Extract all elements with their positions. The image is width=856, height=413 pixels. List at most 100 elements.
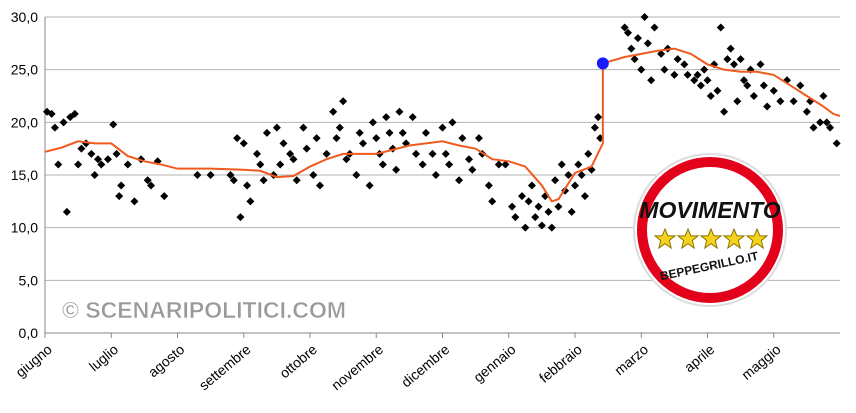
data-point: [74, 160, 83, 169]
data-point: [243, 181, 252, 190]
data-point: [630, 55, 639, 64]
data-point: [564, 171, 573, 179]
data-point: [726, 44, 735, 53]
data-point: [518, 192, 526, 201]
x-tick-label: dicembre: [398, 341, 453, 390]
x-tick-label: novembre: [328, 341, 386, 393]
data-point: [239, 139, 248, 148]
data-point: [703, 76, 712, 85]
data-point: [534, 202, 543, 211]
data-point: [385, 128, 394, 137]
x-tick-label: agosto: [145, 341, 188, 380]
data-point: [70, 109, 79, 118]
data-point: [408, 113, 417, 122]
data-point: [816, 118, 825, 127]
data-point: [657, 49, 666, 58]
data-point: [763, 102, 772, 111]
data-point: [756, 60, 765, 69]
data-point: [378, 160, 387, 169]
data-point: [468, 165, 477, 174]
data-point: [262, 128, 271, 137]
data-point: [465, 155, 473, 164]
data-point: [309, 171, 318, 179]
data-point: [527, 181, 536, 190]
data-point: [259, 176, 268, 185]
data-point: [511, 213, 520, 222]
data-point: [352, 171, 361, 179]
data-point: [557, 160, 566, 169]
data-point: [700, 65, 709, 74]
data-point: [253, 149, 261, 158]
data-point: [743, 81, 752, 90]
data-point: [577, 171, 586, 179]
data-point: [233, 134, 242, 143]
data-point: [428, 149, 437, 158]
data-point: [673, 55, 682, 64]
x-tick-label: ottobre: [276, 341, 320, 381]
data-point: [624, 28, 632, 37]
data-point: [670, 70, 679, 79]
data-point: [730, 60, 738, 69]
data-point: [488, 197, 497, 206]
logo: MOVIMENTO BEPPEGRILLO.IT: [633, 153, 787, 307]
y-tick-label: 10,0: [11, 220, 38, 236]
data-point: [547, 223, 556, 232]
data-point: [368, 118, 377, 127]
data-point: [193, 171, 202, 179]
data-point: [112, 149, 121, 158]
data-point: [445, 160, 454, 169]
watermark: © SCENARIPOLITICI.COM: [62, 297, 346, 323]
data-point: [355, 128, 364, 137]
y-tick-label: 0,0: [19, 325, 39, 341]
data-point: [392, 165, 401, 174]
data-point: [716, 23, 725, 32]
data-point: [736, 55, 745, 64]
data-point: [421, 128, 430, 137]
data-point: [50, 123, 59, 132]
data-point: [332, 134, 341, 143]
data-point: [236, 213, 245, 222]
data-point: [508, 202, 517, 211]
logo-stars: [653, 227, 769, 250]
data-point: [90, 171, 99, 179]
data-point: [418, 160, 427, 169]
y-tick-label: 25,0: [11, 62, 38, 78]
data-point: [77, 144, 86, 153]
data-point: [109, 120, 118, 129]
data-point: [246, 197, 255, 206]
data-point: [160, 192, 169, 201]
data-point: [206, 171, 215, 179]
data-point: [226, 171, 235, 179]
data-point: [580, 192, 589, 201]
data-point: [660, 65, 669, 74]
highlight-point: [596, 57, 609, 70]
x-tick-label: settembre: [196, 341, 254, 393]
data-point: [62, 207, 71, 216]
logo-title: MOVIMENTO: [639, 197, 781, 223]
data-point: [276, 160, 285, 169]
data-point: [455, 176, 464, 185]
data-point: [706, 92, 715, 100]
x-tick-label: febbraio: [536, 341, 585, 386]
data-point: [789, 97, 798, 106]
data-point: [809, 123, 818, 132]
data-point: [690, 76, 699, 85]
data-point: [123, 160, 132, 169]
data-point: [412, 149, 420, 158]
data-point: [431, 171, 440, 179]
data-point: [256, 160, 265, 169]
data-point: [554, 202, 563, 211]
data-point: [372, 134, 381, 143]
data-point: [130, 197, 139, 206]
data-point: [59, 118, 68, 127]
data-point: [286, 149, 295, 158]
data-point: [776, 97, 785, 106]
data-point: [584, 149, 593, 158]
data-point: [680, 60, 689, 69]
data-point: [54, 160, 63, 169]
data-point: [272, 123, 281, 132]
data-point: [501, 160, 510, 169]
data-point: [398, 128, 407, 137]
data-point: [531, 213, 540, 222]
